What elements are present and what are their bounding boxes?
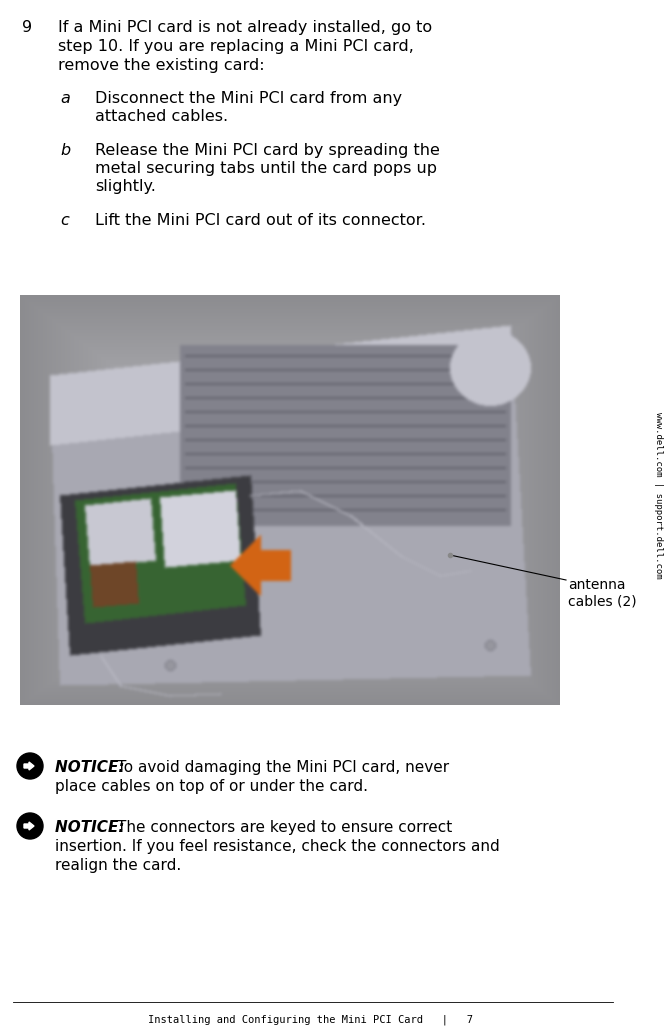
FancyArrow shape — [24, 762, 34, 770]
Text: c: c — [60, 213, 69, 228]
Text: The connectors are keyed to ensure correct: The connectors are keyed to ensure corre… — [117, 820, 452, 835]
Text: To avoid damaging the Mini PCI card, never: To avoid damaging the Mini PCI card, nev… — [117, 760, 449, 775]
Text: attached cables.: attached cables. — [95, 109, 228, 124]
Text: a: a — [60, 91, 70, 106]
Text: Installing and Configuring the Mini PCI Card   |   7: Installing and Configuring the Mini PCI … — [147, 1015, 472, 1025]
Text: www.dell.com | support.dell.com: www.dell.com | support.dell.com — [653, 411, 663, 578]
Text: place cables on top of or under the card.: place cables on top of or under the card… — [55, 779, 368, 794]
Text: NOTICE:: NOTICE: — [55, 820, 130, 835]
Text: 9: 9 — [22, 20, 32, 35]
Text: Disconnect the Mini PCI card from any: Disconnect the Mini PCI card from any — [95, 91, 402, 106]
Text: If a Mini PCI card is not already installed, go to: If a Mini PCI card is not already instal… — [58, 20, 432, 35]
Text: Lift the Mini PCI card out of its connector.: Lift the Mini PCI card out of its connec… — [95, 213, 426, 228]
Circle shape — [17, 753, 43, 779]
Text: slightly.: slightly. — [95, 179, 156, 194]
Text: b: b — [60, 143, 70, 158]
FancyArrow shape — [24, 822, 34, 830]
Circle shape — [17, 813, 43, 839]
Text: remove the existing card:: remove the existing card: — [58, 58, 264, 73]
Text: step 10. If you are replacing a Mini PCI card,: step 10. If you are replacing a Mini PCI… — [58, 39, 414, 54]
Text: metal securing tabs until the card pops up: metal securing tabs until the card pops … — [95, 161, 437, 176]
Text: antenna
cables (2): antenna cables (2) — [568, 578, 637, 608]
Text: realign the card.: realign the card. — [55, 858, 181, 873]
Text: NOTICE:: NOTICE: — [55, 760, 130, 775]
Text: Release the Mini PCI card by spreading the: Release the Mini PCI card by spreading t… — [95, 143, 440, 158]
Text: insertion. If you feel resistance, check the connectors and: insertion. If you feel resistance, check… — [55, 839, 500, 854]
